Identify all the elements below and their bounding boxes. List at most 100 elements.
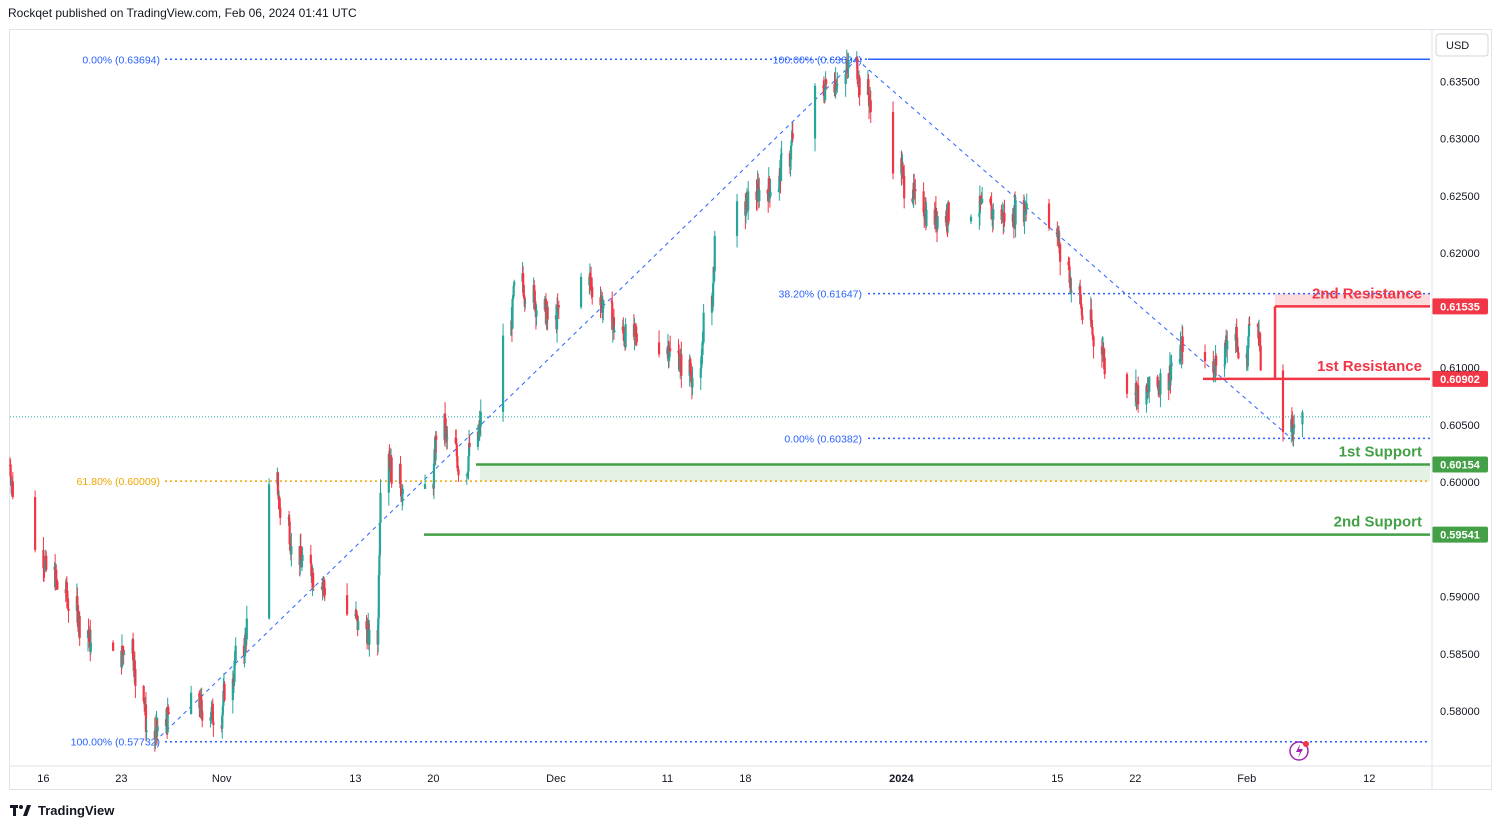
candle-body — [166, 706, 169, 733]
candle-body — [277, 494, 280, 499]
candle-body — [744, 208, 748, 216]
candle-body — [10, 476, 13, 486]
candle-body — [1167, 373, 1170, 391]
candle-body — [911, 199, 915, 202]
candle-body — [712, 266, 715, 284]
candle-body — [1147, 391, 1150, 393]
candle-body — [1145, 385, 1149, 392]
candle-body — [1292, 428, 1295, 435]
candle-body — [711, 283, 715, 307]
candle-body — [1170, 362, 1173, 367]
candle-body — [701, 342, 705, 345]
candle-body — [922, 191, 925, 213]
candle-body — [210, 716, 213, 718]
candle-body — [969, 216, 973, 222]
candle-body — [845, 70, 848, 74]
candle-body — [945, 212, 949, 225]
x-tick-label: 15 — [1051, 773, 1063, 785]
candle-body — [443, 413, 447, 434]
x-tick-label: 20 — [427, 773, 439, 785]
candle-body — [767, 178, 770, 202]
fib-label: 61.80% (0.60009) — [77, 476, 160, 488]
footer: TradingView — [10, 800, 114, 820]
candle-body — [456, 468, 460, 470]
notification-dot-icon — [1303, 741, 1309, 747]
candle-body — [844, 73, 847, 84]
candle-body — [669, 348, 672, 351]
price-tag-label: 0.59541 — [1440, 530, 1480, 542]
candle-body — [365, 621, 368, 630]
candle-body — [679, 355, 682, 367]
candle-body — [378, 522, 382, 556]
x-tick-label: 11 — [662, 773, 673, 785]
candle-body — [1068, 266, 1071, 283]
candle-body — [42, 549, 45, 568]
candle-body — [1180, 344, 1183, 361]
candle-body — [755, 191, 758, 200]
candle-body — [300, 560, 304, 568]
candle-body — [856, 57, 859, 80]
x-tick-label: 13 — [349, 773, 361, 785]
candle-body — [1247, 336, 1250, 348]
candle-body — [1234, 333, 1237, 341]
candle-body — [901, 166, 905, 171]
fib-trend-line — [154, 58, 858, 743]
candle-body — [190, 692, 193, 715]
candle-body — [379, 492, 382, 523]
candle-body — [846, 62, 849, 66]
candle-body — [1213, 369, 1216, 373]
candle-body — [546, 306, 549, 320]
candle-body — [677, 350, 680, 353]
candle-body — [747, 191, 750, 211]
candle-body — [134, 668, 137, 686]
price-tag — [1432, 526, 1488, 543]
fib-trend-line — [856, 58, 1292, 439]
candle-body — [867, 94, 871, 107]
candle-body — [532, 285, 535, 303]
candle-body — [377, 575, 380, 619]
candle-body — [156, 719, 159, 732]
candle-body — [289, 544, 292, 551]
candle-body — [1135, 389, 1139, 402]
candle-body — [1203, 351, 1207, 362]
candle-body — [1091, 334, 1095, 337]
candle-body — [579, 276, 583, 308]
candle-body — [145, 730, 148, 733]
candle-body — [200, 696, 203, 700]
candle-body — [1301, 412, 1304, 425]
level-name: 1st Support — [1339, 444, 1422, 461]
candle-body — [399, 463, 402, 489]
candle-body — [468, 443, 471, 447]
candle-body — [112, 642, 115, 651]
candle-body — [867, 79, 870, 95]
candle-body — [1069, 278, 1072, 293]
candle-body — [612, 317, 616, 333]
candle-body — [1258, 331, 1261, 346]
candle-body — [903, 175, 906, 199]
x-tick-label: 23 — [115, 773, 127, 785]
candle-body — [1057, 232, 1061, 248]
candle-body — [667, 356, 671, 361]
candle-body — [545, 313, 548, 324]
fib-label: 100.00% (0.57732) — [71, 737, 160, 749]
candle-body — [624, 324, 627, 348]
candle-body — [120, 645, 124, 668]
candle-body — [868, 103, 871, 107]
candle-body — [1281, 370, 1285, 433]
candle-body — [836, 83, 839, 86]
candle-body — [465, 474, 468, 476]
axis-layer: 0.63500 0.63000 0.62500 0.62000 0.61000 0.605… — [10, 30, 1492, 790]
price-tag — [1432, 370, 1488, 387]
candle-body — [989, 202, 993, 205]
candle-body — [454, 437, 457, 444]
candle-body — [1103, 357, 1106, 375]
candle-body — [245, 618, 248, 640]
candle-body — [666, 348, 669, 355]
candle-body — [701, 344, 704, 356]
candle-body — [992, 209, 995, 220]
x-tick-label: 2024 — [889, 773, 914, 785]
level-name: 2nd Resistance — [1312, 285, 1422, 302]
candle-body — [869, 100, 872, 113]
candle-body — [1168, 381, 1171, 391]
